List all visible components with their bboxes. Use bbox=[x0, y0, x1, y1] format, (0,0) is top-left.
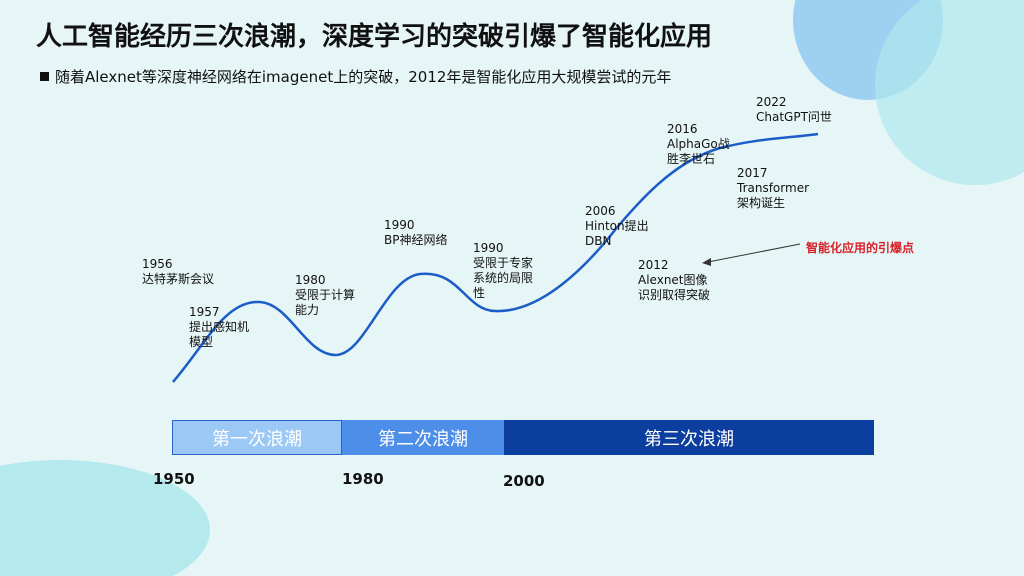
event-1956: 1956 达特茅斯会议 bbox=[142, 257, 215, 286]
event-2006: 2006 Hinton提出 DBN bbox=[585, 204, 649, 248]
year-2000: 2000 bbox=[503, 472, 545, 490]
page-title: 人工智能经历三次浪潮，深度学习的突破引爆了智能化应用 bbox=[36, 22, 713, 52]
wave-third: 第三次浪潮 bbox=[504, 420, 874, 455]
event-2017: 2017 Transformer 架构诞生 bbox=[737, 166, 810, 210]
year-1980: 1980 bbox=[342, 470, 384, 488]
wave-first: 第一次浪潮 bbox=[172, 420, 342, 455]
event-1980: 1980 受限于计算 能力 bbox=[295, 273, 356, 317]
event-1990-limits: 1990 受限于专家 系统的局限性 bbox=[473, 241, 534, 300]
callout-arrow-line bbox=[707, 243, 801, 263]
callout-ignition-point: 智能化应用的引爆点 bbox=[806, 241, 915, 255]
event-1957: 1957 提出感知机 模型 bbox=[189, 305, 250, 349]
event-2022: 2022 ChatGPT问世 bbox=[756, 95, 832, 124]
event-2016: 2016 AlphaGo战 胜李世石 bbox=[667, 122, 730, 166]
wave-bar: 第一次浪潮 第二次浪潮 第三次浪潮 bbox=[172, 420, 874, 455]
callout-arrow-head bbox=[702, 258, 711, 266]
wave-second: 第二次浪潮 bbox=[342, 420, 504, 455]
subtitle-text: 随着Alexnet等深度神经网络在imagenet上的突破，2012年是智能化应… bbox=[55, 68, 672, 86]
subtitle: 随着Alexnet等深度神经网络在imagenet上的突破，2012年是智能化应… bbox=[40, 66, 671, 87]
ai-history-curve bbox=[172, 132, 819, 383]
year-1950: 1950 bbox=[153, 470, 195, 488]
event-1990-bp: 1990 BP神经网络 bbox=[384, 218, 448, 247]
event-2012: 2012 Alexnet图像 识别取得突破 bbox=[638, 258, 711, 302]
bullet-icon bbox=[40, 72, 49, 81]
